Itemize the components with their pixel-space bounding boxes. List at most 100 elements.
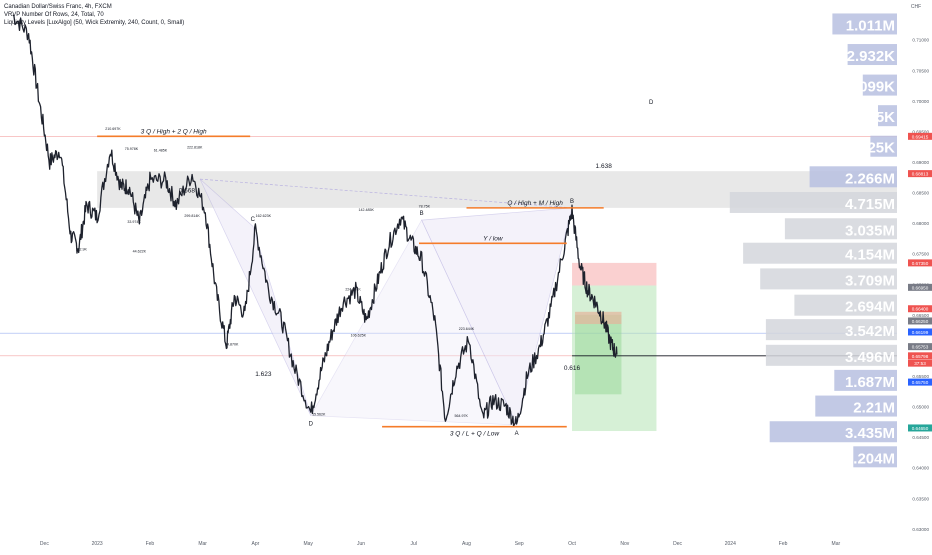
price-tag — [908, 317, 932, 325]
y-tick-label: 0.70000 — [912, 99, 929, 104]
liquidity-label: 44.622K — [133, 249, 147, 253]
volume-bar — [729, 191, 897, 213]
liquidity-label: 223.644K — [459, 327, 475, 331]
levels-layer: 3 Q / High + 2 Q / High Q / High + M / Hi… — [97, 128, 604, 438]
y-tick-label: 0.68000 — [912, 221, 929, 226]
liquidity-label: 94.870K — [225, 342, 239, 346]
x-tick-label: Jul — [411, 541, 417, 547]
volume-label: 4.154M — [845, 247, 895, 264]
y-tick-label: 0.65500 — [912, 374, 929, 379]
price-tag — [908, 305, 932, 313]
level-label: 3 Q / High + 2 Q / High — [141, 128, 207, 135]
x-tick-label: May — [303, 541, 313, 547]
x-tick-label: Aug — [462, 541, 471, 547]
currency-label: CHF — [911, 4, 921, 10]
liquidity-label: 224.091K — [345, 287, 361, 291]
x-tick-label: Oct — [568, 541, 576, 547]
price-tag — [908, 352, 932, 360]
price-tag-label: 0.66400 — [912, 307, 929, 312]
volume-profile: 1.011M 2.932K 099K 5K 25K 2.266M 4.715M 3.035M 4… — [729, 13, 897, 468]
y-tick-label: 0.69000 — [912, 160, 929, 165]
volume-label: 2.266M — [845, 170, 895, 187]
y-tick-label: 0.70500 — [912, 68, 929, 73]
volume-label: 3.435M — [845, 425, 895, 442]
y-tick-label: 0.68500 — [912, 191, 929, 196]
y-tick-label: 0.71000 — [912, 38, 929, 43]
indicator-vrvp[interactable]: VRVP Number Of Rows, 24, Total, 70 — [4, 12, 104, 18]
x-tick-label: 2024 — [725, 541, 736, 547]
level-label: 3 Q / L + Q / Low — [450, 431, 501, 438]
x-tick-label: Sep — [515, 541, 524, 547]
volume-label: 3.035M — [845, 222, 895, 239]
symbol-title[interactable]: Canadian Dollar/Swiss Franc, 4h, FXCM — [4, 4, 112, 10]
price-tag-label: 0.65798 — [912, 354, 929, 359]
volume-bar — [784, 218, 897, 240]
volume-bar — [765, 344, 897, 366]
indicator-liquidity[interactable]: Liquidity Levels [LuxAlgo] (50, Wick Ext… — [4, 20, 185, 26]
ratio-label: 0.668 — [179, 188, 196, 195]
level-label: Q / High + M / High — [507, 200, 563, 207]
volume-label: 2.21M — [853, 400, 895, 417]
volume-label: 2.694M — [845, 299, 895, 316]
liquidity-label: 33.974K — [127, 220, 141, 224]
volume-bar — [765, 319, 897, 341]
price-tag — [908, 424, 932, 432]
liquidity-label: 162.623K — [256, 214, 272, 218]
volume-label: 25K — [867, 140, 895, 157]
liquidity-label: 142.485K — [359, 208, 375, 212]
x-tick-label: Feb — [779, 541, 788, 547]
harmonic-diagonal — [200, 178, 573, 209]
y-tick-label: 0.67500 — [912, 252, 929, 257]
volume-bar — [870, 135, 897, 157]
x-tick-label: Feb — [146, 541, 155, 547]
price-tag-label: 0.66250 — [912, 319, 929, 324]
liquidity-label: 222.818K — [187, 146, 203, 150]
price-tag — [908, 132, 932, 140]
x-tick-label: Dec — [40, 541, 49, 547]
volume-label: 099K — [859, 79, 895, 96]
price-tag — [908, 283, 932, 291]
volume-bar — [760, 268, 897, 290]
liquidity-label: 210.697K — [105, 127, 121, 131]
price-tag — [908, 259, 932, 267]
y-tick-label: 0.64000 — [912, 466, 929, 471]
y-tick-label: 0.69500 — [912, 129, 929, 134]
price-series-layer — [12, 14, 618, 427]
price-tag — [908, 343, 932, 351]
liquidity-label: 299.814K — [184, 214, 200, 218]
price-tag-label: 0.66950 — [912, 285, 929, 290]
price-tag-label: 0.68813 — [912, 172, 929, 177]
volume-bar — [794, 294, 897, 316]
price-tag — [908, 378, 932, 386]
volume-label: 3.496M — [845, 349, 895, 366]
chart-legend: Canadian Dollar/Swiss Franc, 4h, FXCM VR… — [4, 3, 184, 27]
price-tag-label: 0.66199 — [912, 330, 929, 335]
volume-bar — [847, 44, 897, 66]
price-tag — [908, 170, 932, 178]
harmonic-bcd — [421, 207, 573, 426]
pattern-letter: D — [649, 100, 654, 106]
price-tag-label: 0.69415 — [912, 134, 929, 139]
entry-band — [575, 311, 622, 325]
price-line — [12, 14, 618, 427]
x-tick-label: Mar — [832, 541, 841, 547]
volume-label: 4.715M — [845, 196, 895, 213]
price-tag — [908, 359, 932, 367]
liquidity-label: 15.562K — [312, 413, 326, 417]
ratio-label: 1.638 — [596, 163, 613, 170]
price-tag — [908, 328, 932, 336]
liquidity-label: 75.978K — [125, 147, 139, 151]
liquidity-label: 112.9K — [76, 248, 88, 252]
y-tick-label: 0.65000 — [912, 405, 929, 410]
liquidity-label: 78.75K — [419, 204, 431, 208]
harmonic-pattern — [199, 178, 573, 426]
x-tick-label: Dec — [673, 541, 682, 547]
labels-layer: C D B A B D 0.668 1.623 1.638 0.616 210.697K 75.978… — [76, 100, 654, 437]
axes-layer: 0.71000 0.70500 0.70000 0.69500 0.69000 0.685… — [40, 4, 932, 547]
volume-label: 1.687M — [845, 374, 895, 391]
price-tag-label: 0.64650 — [912, 426, 929, 431]
volume-bar — [769, 421, 897, 443]
volume-bar — [743, 242, 897, 264]
